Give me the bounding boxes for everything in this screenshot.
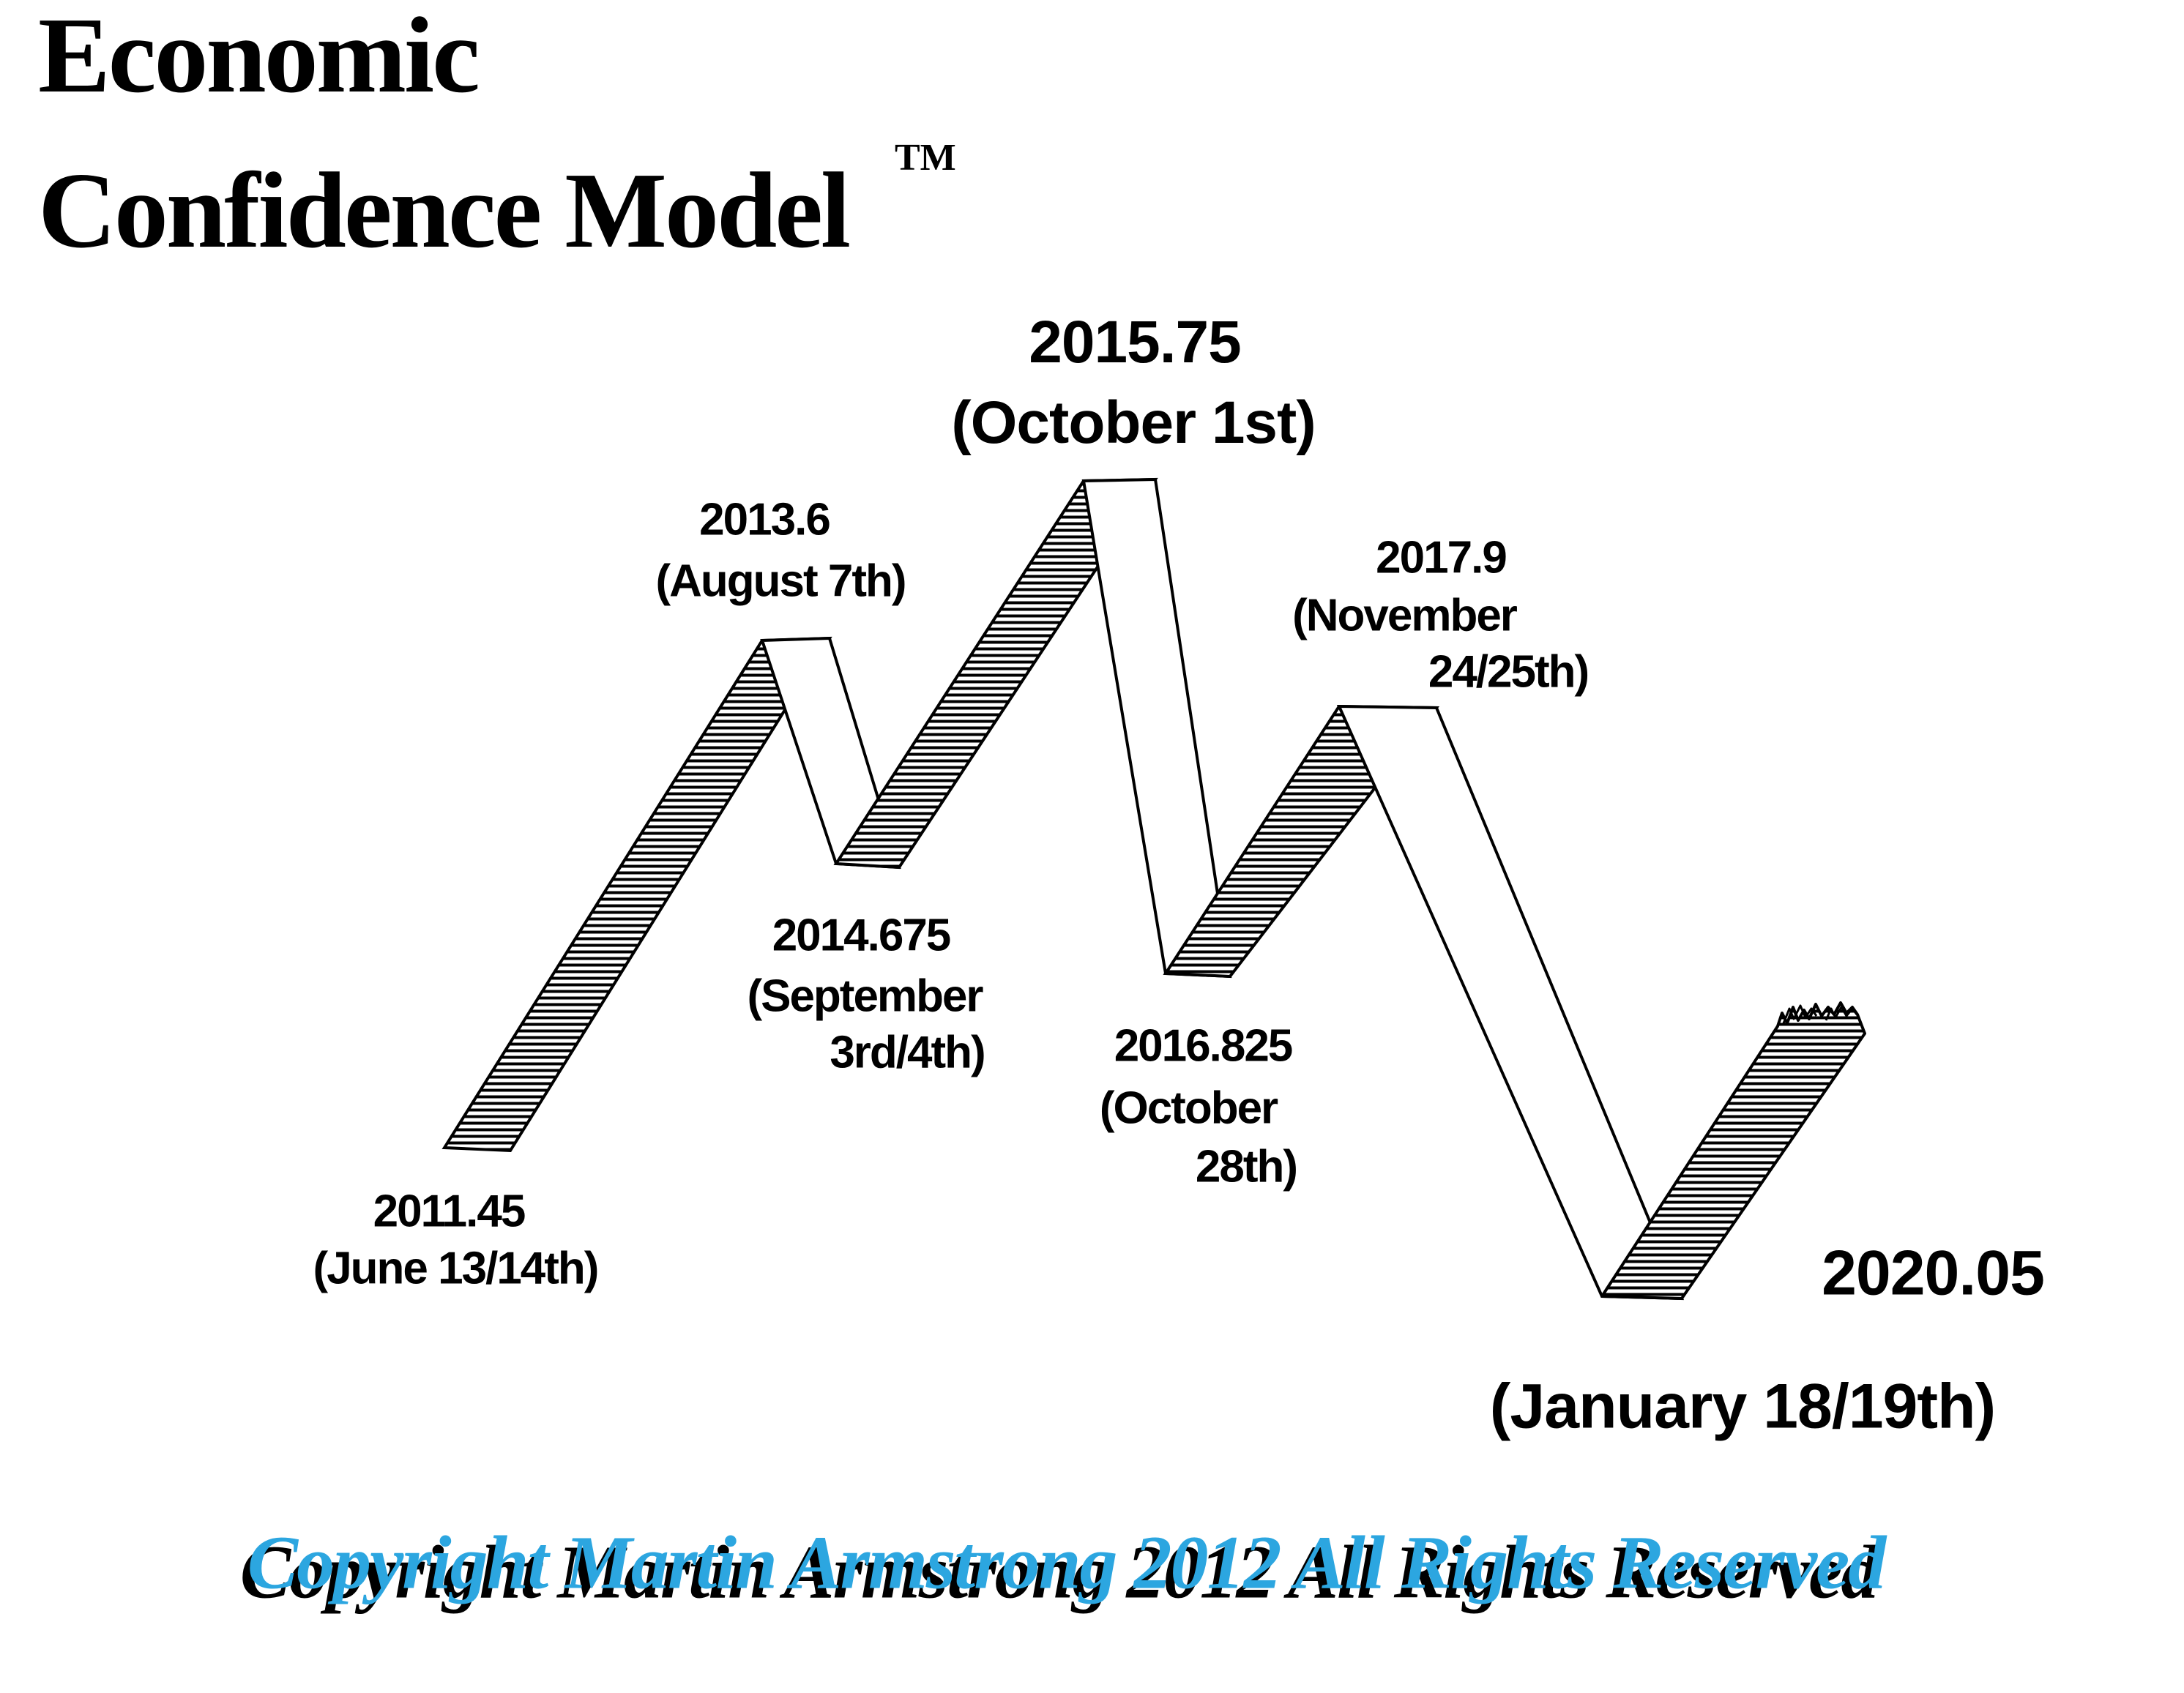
page-title-line-1: Economic xyxy=(38,0,480,116)
label-2014-value: 2014.675 xyxy=(772,910,952,961)
label-2017-date-2: 24/25th) xyxy=(1428,646,1589,698)
trademark-superscript: TM xyxy=(895,137,956,179)
wave-segment-rise-2020-end xyxy=(1600,1001,1866,1300)
label-2014-date-2: 3rd/4th) xyxy=(830,1027,985,1078)
label-2015-value: 2015.75 xyxy=(1029,309,1241,375)
label-2016-date-2: 28th) xyxy=(1195,1141,1298,1192)
torn-end-scribble-2 xyxy=(1825,1006,1858,1021)
wave-segment-fall-2015-2016 xyxy=(1081,477,1232,979)
copyright-notice: Copyright Martin Armstrong 2012 All Righ… xyxy=(247,1520,1886,1605)
wave-segment-fall-2017-2020 xyxy=(1336,704,1685,1301)
label-2017-date-1: (November xyxy=(1292,590,1518,641)
label-2016-value: 2016.825 xyxy=(1114,1020,1294,1072)
label-2013-date: (August 7th) xyxy=(655,556,906,607)
torn-end-scribble-1 xyxy=(1782,1004,1818,1024)
page-title-line-2: Confidence Model xyxy=(38,151,851,271)
label-2014-date-1: (September xyxy=(747,971,983,1022)
label-2015-date: (October 1st) xyxy=(951,389,1316,456)
label-2013-value: 2013.6 xyxy=(699,494,831,545)
label-2017-value: 2017.9 xyxy=(1376,532,1507,583)
wave-segment-rise-2011-2013 xyxy=(441,636,832,1153)
label-2011-date: (June 13/14th) xyxy=(313,1243,600,1294)
label-2020-date: (January 18/19th) xyxy=(1489,1371,1996,1442)
label-2011-value: 2011.45 xyxy=(373,1186,526,1237)
label-2020-value: 2020.05 xyxy=(1822,1238,2045,1309)
label-2016-date-1: (October xyxy=(1099,1083,1278,1134)
